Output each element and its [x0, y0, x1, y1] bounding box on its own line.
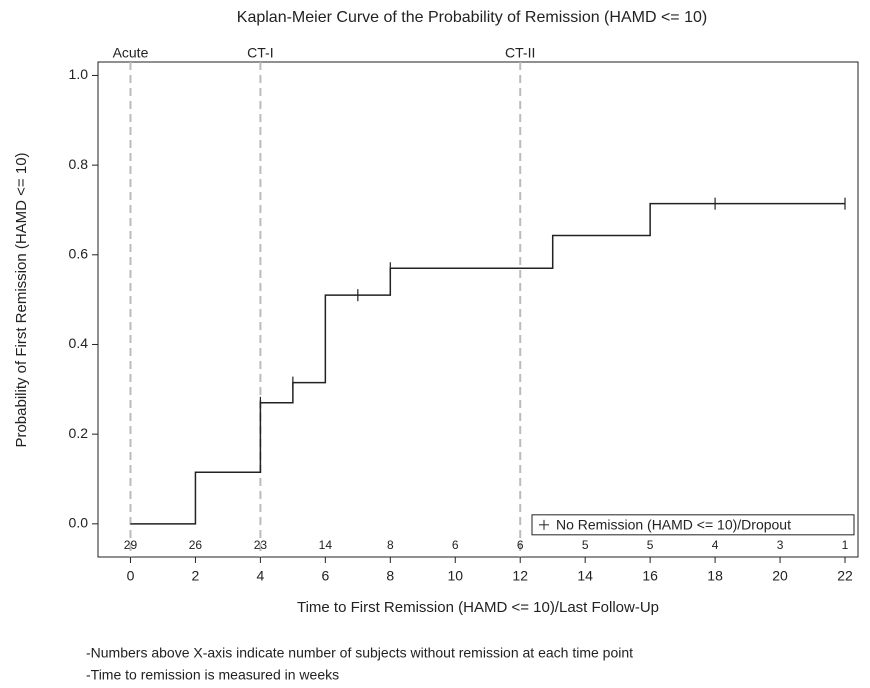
plot-frame [97, 61, 859, 558]
x-tick-label: 14 [577, 568, 593, 584]
y-tick-label: 0.4 [69, 335, 89, 351]
x-tick-label: 18 [707, 568, 723, 584]
km-curve [130, 202, 846, 525]
y-tick-label: 0.2 [69, 425, 89, 441]
x-axis-label: Time to First Remission (HAMD <= 10)/Las… [297, 599, 659, 616]
at-risk-label: 1 [842, 538, 849, 552]
at-risk-label: 8 [387, 538, 394, 552]
legend-box [531, 514, 855, 536]
x-tick-label: 2 [192, 568, 200, 584]
y-tick-label: 1.0 [69, 66, 89, 82]
at-risk-label: 5 [647, 538, 654, 552]
note: -Numbers above X-axis indicate number of… [86, 645, 633, 661]
y-tick-label: 0.0 [69, 515, 89, 531]
at-risk-label: 6 [452, 538, 459, 552]
at-risk-label: 23 [254, 538, 268, 552]
note: -Time to remission is measured in weeks [86, 667, 339, 683]
at-risk-label: 14 [319, 538, 333, 552]
x-tick-label: 4 [256, 568, 264, 584]
at-risk-label: 4 [712, 538, 719, 552]
at-risk-label: 5 [582, 538, 589, 552]
reference-label: CT-I [247, 45, 273, 61]
y-axis-label: Probability of First Remission (HAMD <= … [13, 152, 30, 447]
at-risk-label: 26 [189, 538, 203, 552]
x-tick-label: 6 [321, 568, 329, 584]
x-tick-label: 8 [386, 568, 394, 584]
x-tick-label: 0 [127, 568, 135, 584]
legend-label: No Remission (HAMD <= 10)/Dropout [556, 517, 791, 533]
x-tick-label: 22 [837, 568, 853, 584]
x-tick-label: 20 [772, 568, 788, 584]
at-risk-label: 6 [517, 538, 524, 552]
x-tick-label: 10 [447, 568, 463, 584]
y-tick-label: 0.8 [69, 156, 89, 172]
x-tick-label: 12 [512, 568, 528, 584]
at-risk-label: 29 [124, 538, 138, 552]
reference-label: Acute [113, 45, 149, 61]
reference-label: CT-II [505, 45, 535, 61]
at-risk-label: 3 [777, 538, 784, 552]
chart-title: Kaplan-Meier Curve of the Probability of… [237, 9, 707, 26]
y-tick-label: 0.6 [69, 246, 89, 262]
x-tick-label: 16 [642, 568, 658, 584]
